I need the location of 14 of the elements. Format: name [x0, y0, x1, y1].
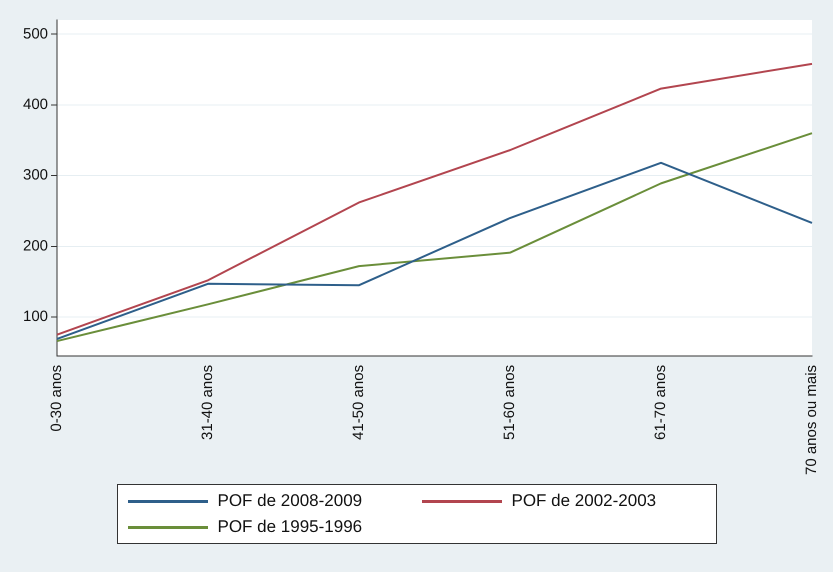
x-tick-label: 61-70 anos: [652, 364, 670, 440]
x-tick-label: 0-30 anos: [48, 364, 66, 432]
y-tick-label: 400: [22, 96, 48, 114]
y-tick-label: 500: [22, 25, 48, 42]
y-tick-label: 300: [22, 166, 48, 184]
x-tick-label: 41-50 anos: [350, 364, 368, 440]
y-tick-label: 200: [22, 237, 48, 254]
x-tick-label: 31-40 anos: [199, 364, 216, 440]
y-tick-label: 100: [22, 308, 48, 326]
x-tick-label: 51-60 anos: [501, 364, 518, 440]
legend-label: POF de 1995-1996: [218, 517, 362, 537]
legend-label: POF de 2002-2003: [512, 491, 656, 511]
x-tick-label: 70 anos ou mais: [803, 364, 820, 476]
legend-label: POF de 2008-2009: [218, 491, 362, 511]
